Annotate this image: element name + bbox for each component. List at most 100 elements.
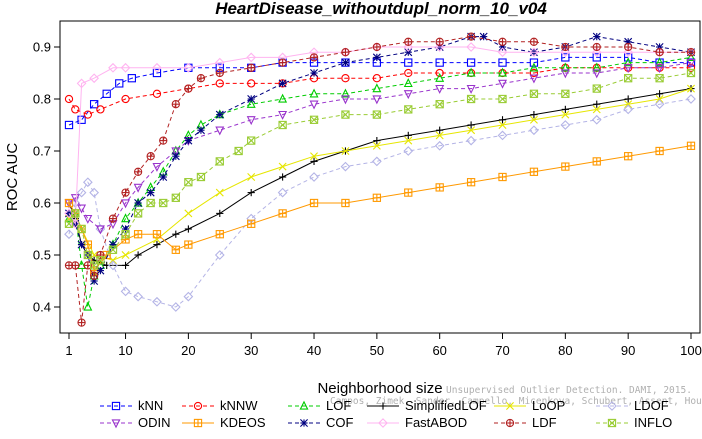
data-point-ldf-20: [404, 37, 413, 46]
data-point-inflo-15: [234, 146, 243, 156]
plot-frame: [59, 20, 701, 334]
data-point-knnw-8: [247, 79, 256, 88]
data-point-lof-7: [121, 213, 131, 223]
watermark-line-1: Unsupervised Outlier Detection. DAMI, 20…: [446, 385, 692, 396]
data-point-fastabod-7: [183, 62, 194, 73]
data-point-simplifiedlof-17: [404, 131, 412, 139]
data-point-ldf-5: [96, 250, 105, 260]
data-point-knn-5: [127, 74, 136, 83]
legend-label-knnw: kNNW: [220, 398, 258, 413]
data-point-loop-6: [184, 209, 193, 218]
data-point-knnw-2: [83, 110, 92, 119]
legend-item-kdeos: KDEOS: [182, 415, 266, 430]
data-point-ldf-7: [121, 188, 130, 197]
data-point-odin-20: [498, 79, 508, 89]
data-point-simplifiedlof-21: [530, 111, 538, 119]
data-point-cof-13: [196, 126, 205, 135]
data-point-knn-6: [152, 68, 162, 78]
data-point-ldof-10: [170, 302, 181, 312]
data-point-odin-22: [560, 69, 570, 79]
legend-label-odin: ODIN: [138, 415, 171, 430]
data-point-simplifiedlof-16: [373, 137, 381, 145]
data-point-simplifiedlof-20: [498, 116, 507, 124]
data-point-lof-25: [560, 62, 570, 72]
data-point-simplifiedlof-8: [153, 241, 161, 249]
y-axis-title: ROC AUC: [4, 143, 21, 212]
data-point-ldf-19: [372, 42, 382, 52]
y-tick-label-0.5: 0.5: [33, 248, 51, 263]
data-point-lof-24: [529, 62, 539, 72]
data-point-loop-14: [435, 131, 444, 140]
legend-label-lof: LOF: [326, 398, 351, 413]
data-point-fastabod-14: [403, 42, 414, 52]
data-point-ldof-11: [183, 291, 194, 302]
watermark-line-2: Campos, Zimek, Sander, Campello, Micenko…: [330, 396, 702, 407]
legend-label-fastabod: FastABOD: [405, 415, 467, 430]
data-point-inflo-28: [624, 74, 633, 83]
data-point-inflo-25: [529, 89, 539, 98]
legend-label-loop: LoOP: [532, 398, 565, 413]
x-tick-label-10: 10: [118, 343, 132, 358]
data-point-simplifiedlof-18: [436, 126, 444, 134]
data-point-knn-16: [466, 58, 476, 67]
data-point-odin-21: [529, 74, 539, 84]
data-point-odin-17: [403, 90, 413, 100]
data-point-ldof-20: [466, 135, 476, 146]
data-point-fastabod-15: [434, 42, 445, 52]
x-tick-label-1: 1: [65, 343, 72, 358]
data-point-loop-15: [467, 126, 476, 135]
series-ldf: [64, 32, 696, 327]
legend-marker-simplifiedlof: [379, 402, 387, 410]
legend-marker-inflo: [607, 418, 617, 428]
legend-marker-odin: [111, 419, 121, 429]
data-point-cof-27: [592, 32, 601, 41]
series-loop: [65, 84, 695, 265]
data-point-ldf-2: [77, 318, 86, 327]
data-point-ldof-2: [76, 187, 87, 198]
legend-item-ldof: LDOF: [596, 398, 669, 413]
data-point-ldf-24: [529, 37, 539, 46]
data-point-kdeos-8: [152, 230, 162, 239]
data-point-fastabod-8: [214, 57, 225, 68]
data-point-cof-10: [159, 173, 168, 181]
data-point-inflo-18: [309, 115, 319, 124]
data-point-odin-4: [95, 225, 105, 235]
legend-item-lof: LOF: [288, 398, 351, 413]
data-point-knnw-11: [341, 74, 350, 83]
data-point-odin-23: [592, 69, 602, 79]
data-point-lof-27: [623, 57, 633, 67]
data-point-fastabod-9: [246, 52, 257, 63]
data-point-odin-16: [372, 95, 382, 105]
data-point-ldof-0: [64, 229, 74, 240]
x-tick-label-70: 70: [495, 343, 509, 358]
series-line-odin: [68, 62, 692, 230]
data-point-loop-21: [655, 95, 664, 103]
data-point-lof-28: [655, 57, 665, 67]
chart-title: HeartDisease_withoutdupl_norm_10_v04: [215, 0, 547, 18]
legend-marker-knnw: [193, 401, 203, 411]
data-point-kdeos-11: [215, 230, 224, 239]
data-point-simplifiedlof-25: [655, 90, 664, 98]
data-point-kdeos-14: [309, 198, 319, 208]
legend-item-loop: LoOP: [494, 398, 565, 413]
data-point-loop-13: [404, 136, 413, 145]
data-point-kdeos-17: [404, 188, 413, 197]
data-point-ldf-15: [247, 63, 256, 72]
data-point-inflo-0: [64, 219, 74, 228]
data-point-kdeos-12: [247, 219, 256, 228]
data-point-ldof-25: [623, 104, 634, 115]
data-point-cof-14: [215, 110, 224, 119]
data-point-kdeos-0: [64, 198, 74, 208]
data-point-ldf-8: [133, 167, 143, 176]
legend-marker-lof: [299, 400, 309, 410]
data-point-loop-17: [529, 115, 538, 124]
data-point-odin-18: [435, 84, 445, 94]
data-point-lof-2: [77, 260, 87, 270]
data-point-fastabod-17: [497, 47, 508, 58]
data-point-lof-23: [498, 67, 508, 77]
data-point-fastabod-21: [623, 47, 634, 58]
data-point-ldf-13: [196, 74, 206, 83]
data-point-simplifiedlof-13: [279, 173, 287, 181]
data-point-kdeos-24: [624, 152, 633, 161]
